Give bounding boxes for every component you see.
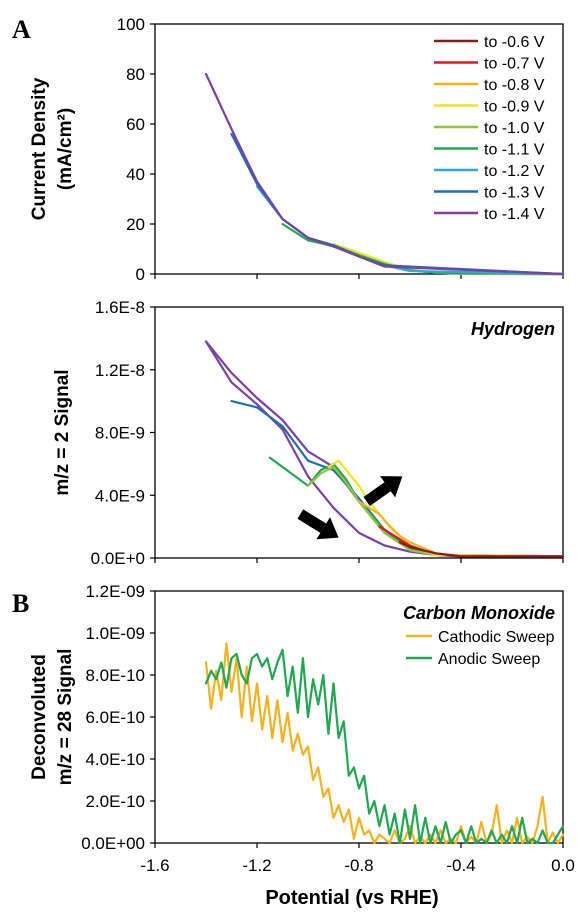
co-signal-chart: 0.0E+00 2.0E-10 4.0E-10 6.0E-10 8.0E-10 1.0E-… [29,582,575,875]
legend-entry: Cathodic Sweep [438,629,555,646]
shared-x-axis-label: Potential (vs RHE) [265,887,438,909]
y-tick-label: 1.2E-09 [85,582,145,601]
x-tick-label: -0.8 [344,856,373,875]
y-tick-label: 1.6E-8 [95,298,145,317]
sweep-arrow-head [380,476,403,498]
plot-frame [154,306,564,559]
y-tick-label: 1.0E-09 [85,624,145,643]
series-line [204,648,565,845]
y-tick-label: 8.0E-9 [95,424,145,443]
y-axis-label: (mA/cm²) [55,108,76,190]
current-density-chart: 0 20 40 60 80 100 Current Density (mA/cm²) to -0… [29,15,565,284]
panel-label-a: A [12,15,31,44]
legend-entry: to -0.7 V [484,56,545,73]
series-line [204,340,565,558]
legend-entry: to -0.8 V [484,77,545,94]
y-tick-label: 1.2E-8 [95,361,145,380]
legend-entry: to -1.4 V [484,206,545,223]
y-tick-label: 4.0E-10 [85,750,145,769]
legend-entry: to -1.0 V [484,120,545,137]
chart-annotation: Hydrogen [471,319,555,339]
y-axis-label: m/z = 28 Signal [55,649,76,786]
chart-annotation: Carbon Monoxide [403,603,555,623]
series-line [398,541,565,558]
sweep-arrow-shaft [297,509,327,533]
y-tick-label: 0.0E+00 [81,834,145,853]
y-tick-label: 80 [126,65,145,84]
legend-entry: Anodic Sweep [438,651,540,668]
y-tick-label: 8.0E-10 [85,666,145,685]
series-line [268,456,565,558]
x-tick-label: -0.4 [446,856,475,875]
series-line [204,72,565,276]
y-axis-label: Deconvoluted [29,654,50,780]
x-tick-label: -1.2 [242,856,271,875]
hydrogen-signal-chart: 0.0E+0 4.0E-9 8.0E-9 1.2E-8 1.6E-8 m/z = 2 Si… [52,298,565,568]
y-tick-label: 2.0E-10 [85,792,145,811]
y-tick-label: 60 [126,115,145,134]
y-tick-label: 0 [136,265,145,284]
sweep-arrow-shaft [363,482,391,507]
y-tick-label: 0.0E+0 [91,549,145,568]
series-line [357,500,565,558]
panel-label-b: B [12,589,29,618]
series-line [204,642,565,845]
legend-entry: to -0.6 V [484,34,545,51]
x-tick-label: 0.0 [551,856,575,875]
legend-entry: to -1.2 V [484,163,545,180]
y-tick-label: 40 [126,165,145,184]
y-tick-label: 20 [126,215,145,234]
legend-entry: to -1.1 V [484,142,545,159]
y-tick-label: 6.0E-10 [85,708,145,727]
y-tick-label: 100 [117,15,145,34]
y-axis-label: m/z = 2 Signal [52,369,73,495]
legend-entry: to -0.9 V [484,99,545,116]
x-tick-label: -1.6 [140,856,169,875]
y-tick-label: 4.0E-9 [95,486,145,505]
sweep-arrow-head [316,517,339,540]
legend-entry: to -1.3 V [484,185,545,202]
series-line [204,340,565,558]
y-axis-label: Current Density [29,77,50,220]
